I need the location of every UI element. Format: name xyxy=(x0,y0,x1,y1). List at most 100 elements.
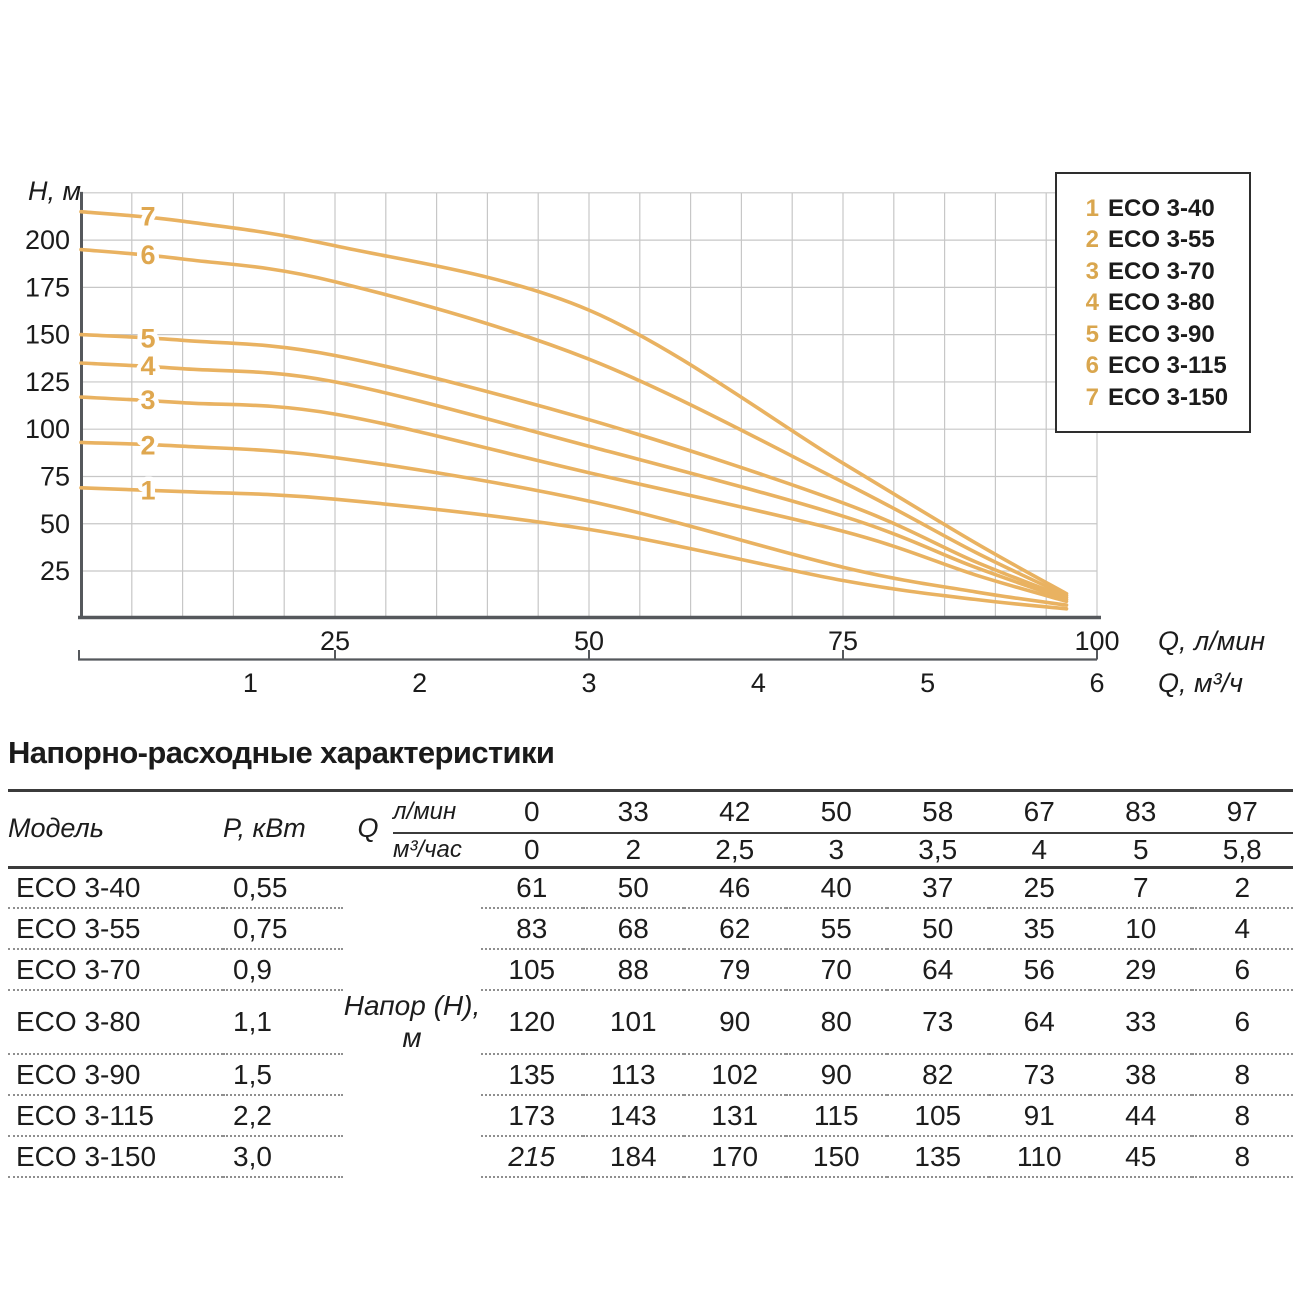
col-header-model: Модель xyxy=(8,789,223,869)
head-value: 64 xyxy=(988,990,1090,1055)
head-value: 55 xyxy=(785,908,887,950)
table-row: ECO 3-55 0,75 83 68 62 55 50 35 10 4 xyxy=(8,908,1293,950)
head-column-label: Напор (H), м xyxy=(343,990,481,1053)
row-power: 3,0 xyxy=(223,1136,343,1178)
table-row: ECO 3-115 2,2 173 143 131 115 105 91 44 8 xyxy=(8,1095,1293,1137)
curve-5 xyxy=(79,332,1069,600)
x-tick-label-m3h: 6 xyxy=(1089,668,1104,698)
head-value: 46 xyxy=(684,867,786,909)
x-axis-title-m3h: Q, м³/ч xyxy=(1158,668,1243,698)
head-value: 7 xyxy=(1090,867,1192,909)
legend-item: 1 ECO 3-40 xyxy=(1082,194,1249,222)
head-value: 102 xyxy=(684,1054,786,1096)
legend-item: 6 ECO 3-115 xyxy=(1082,352,1249,379)
head-column-label xyxy=(343,908,481,949)
head-value: 90 xyxy=(684,990,786,1055)
head-value: 105 xyxy=(481,949,583,991)
head-column-label xyxy=(343,1054,481,1095)
head-column-label xyxy=(343,1136,481,1177)
q-lmin-value: 50 xyxy=(785,789,887,834)
row-model: ECO 3-150 xyxy=(8,1136,223,1178)
head-value: 40 xyxy=(785,867,887,909)
head-value: 8 xyxy=(1191,1054,1293,1096)
y-tick-label: 50 xyxy=(40,509,70,539)
legend-item-number: 4 xyxy=(1085,289,1099,316)
head-value: 215 xyxy=(481,1136,583,1178)
legend-item-label: ECO 3-70 xyxy=(1108,257,1215,285)
head-value: 29 xyxy=(1090,949,1192,991)
curve-label-1: 1 xyxy=(140,476,155,506)
legend-item-label: ECO 3-115 xyxy=(1108,352,1227,379)
head-value: 80 xyxy=(785,990,887,1055)
head-value: 170 xyxy=(684,1136,786,1178)
head-value: 68 xyxy=(582,908,684,950)
head-value: 83 xyxy=(481,908,583,950)
x-tick-label-m3h: 3 xyxy=(581,668,596,698)
head-value: 91 xyxy=(988,1095,1090,1137)
row-power: 0,75 xyxy=(223,908,343,950)
q-m3h-value: 0 xyxy=(481,832,583,869)
head-value: 73 xyxy=(988,1054,1090,1096)
table-row: ECO 3-150 3,0 215 184 170 150 135 110 45 8 xyxy=(8,1136,1293,1178)
head-value: 150 xyxy=(785,1136,887,1178)
legend-item: 2 ECO 3-55 xyxy=(1082,228,1249,252)
head-value: 105 xyxy=(887,1095,989,1137)
legend-item-label: ECO 3-40 xyxy=(1108,194,1215,222)
q-m3h-value: 5,8 xyxy=(1191,832,1293,869)
head-value: 184 xyxy=(582,1136,684,1178)
head-value: 33 xyxy=(1090,990,1192,1055)
legend-item-number: 7 xyxy=(1085,383,1099,411)
curve-label-4: 4 xyxy=(140,351,155,381)
legend-item: 5 ECO 3-90 xyxy=(1082,322,1249,346)
q-lmin-value: 42 xyxy=(684,789,786,834)
head-value: 2 xyxy=(1191,867,1293,909)
row-model: ECO 3-90 xyxy=(8,1054,223,1096)
q-m3h-value: 3 xyxy=(785,832,887,869)
y-tick-label: 150 xyxy=(25,320,70,350)
curve-3 xyxy=(79,395,1069,604)
row-model: ECO 3-80 xyxy=(8,990,223,1055)
curve-1 xyxy=(79,486,1069,611)
q-m3h-value: 3,5 xyxy=(887,832,989,869)
q-lmin-value: 67 xyxy=(988,789,1090,834)
col-header-power: P, кВт xyxy=(223,789,343,869)
x-axis-title-lmin: Q, л/мин xyxy=(1158,626,1265,656)
curve-label-6: 6 xyxy=(140,240,155,270)
head-value: 101 xyxy=(582,990,684,1055)
row-power: 1,5 xyxy=(223,1054,343,1096)
head-value: 88 xyxy=(582,949,684,991)
y-tick-label: 200 xyxy=(25,225,70,255)
head-value: 6 xyxy=(1191,949,1293,991)
head-column-label xyxy=(343,867,481,908)
y-tick-label: 25 xyxy=(40,556,70,586)
q-m3h-value: 4 xyxy=(988,832,1090,869)
head-value: 62 xyxy=(684,908,786,950)
section-title: Напорно-расходные характеристики xyxy=(8,735,555,770)
header-row-units-m3h: м³/час 0 2 2,5 3 3,5 4 5 5,8 xyxy=(8,832,1293,869)
y-tick-label: 100 xyxy=(25,414,70,444)
table-body: ECO 3-40 0,55 61 50 46 40 37 25 7 2 ECO 3-55 0,75 83… xyxy=(8,867,1293,1178)
row-model: ECO 3-40 xyxy=(8,867,223,909)
head-value: 4 xyxy=(1191,908,1293,950)
col-header-q: Q xyxy=(343,789,393,869)
head-value: 131 xyxy=(684,1095,786,1137)
row-model: ECO 3-70 xyxy=(8,949,223,991)
head-value: 113 xyxy=(582,1054,684,1096)
row-power: 1,1 xyxy=(223,990,343,1055)
row-model: ECO 3-55 xyxy=(8,908,223,950)
head-column-label xyxy=(343,1095,481,1136)
table-row: ECO 3-80 1,1 Напор (H), м 120 101 90 80 73 64 33 6 xyxy=(8,990,1293,1055)
head-value: 120 xyxy=(481,990,583,1055)
pump-curves-chart: 200 175 150 125 100 75 50 25 25 50 75 100 1 2 3 4 5 6 H, м… xyxy=(25,172,1265,698)
head-value: 115 xyxy=(785,1095,887,1137)
x-tick-label-m3h: 2 xyxy=(412,668,427,698)
head-value: 25 xyxy=(988,867,1090,909)
curve-label-5: 5 xyxy=(140,323,155,353)
head-value: 82 xyxy=(887,1054,989,1096)
table-row: ECO 3-70 0,9 105 88 79 70 64 56 29 6 xyxy=(8,949,1293,991)
